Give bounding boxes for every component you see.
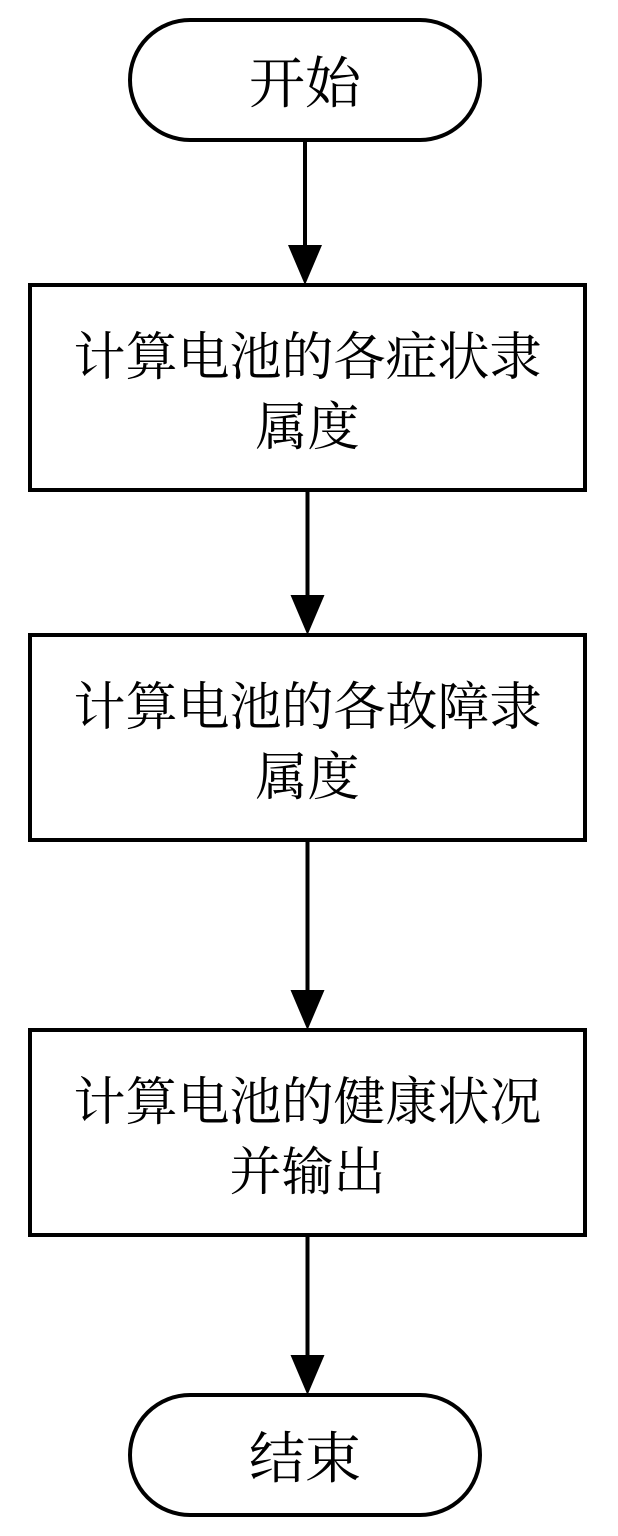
- node-start-label-line-0: 开始: [249, 40, 363, 120]
- node-step3-label-line-0: 计算电池的健康状况: [73, 1060, 541, 1135]
- node-end: 结束: [130, 1395, 480, 1515]
- node-step2: 计算电池的各故障隶属度: [30, 635, 585, 840]
- arrowhead-step2: [291, 595, 325, 635]
- arrowhead-end: [291, 1355, 325, 1395]
- node-step1-label-line-0: 计算电池的各症状隶: [73, 315, 541, 390]
- node-step3-label-line-1: 并输出: [229, 1130, 385, 1205]
- node-step1: 计算电池的各症状隶属度: [30, 285, 585, 490]
- node-start: 开始: [130, 20, 480, 140]
- flowchart-canvas: 开始计算电池的各症状隶属度计算电池的各故障隶属度计算电池的健康状况并输出结束: [0, 0, 618, 1536]
- node-step2-label-line-0: 计算电池的各故障隶: [73, 665, 541, 740]
- node-end-label-line-0: 结束: [249, 1415, 361, 1495]
- node-step2-label-line-1: 属度: [255, 735, 359, 810]
- node-step1-label-line-1: 属度: [255, 385, 359, 460]
- arrowhead-step1: [288, 245, 322, 285]
- node-step3: 计算电池的健康状况并输出: [30, 1030, 585, 1235]
- arrowhead-step3: [291, 990, 325, 1030]
